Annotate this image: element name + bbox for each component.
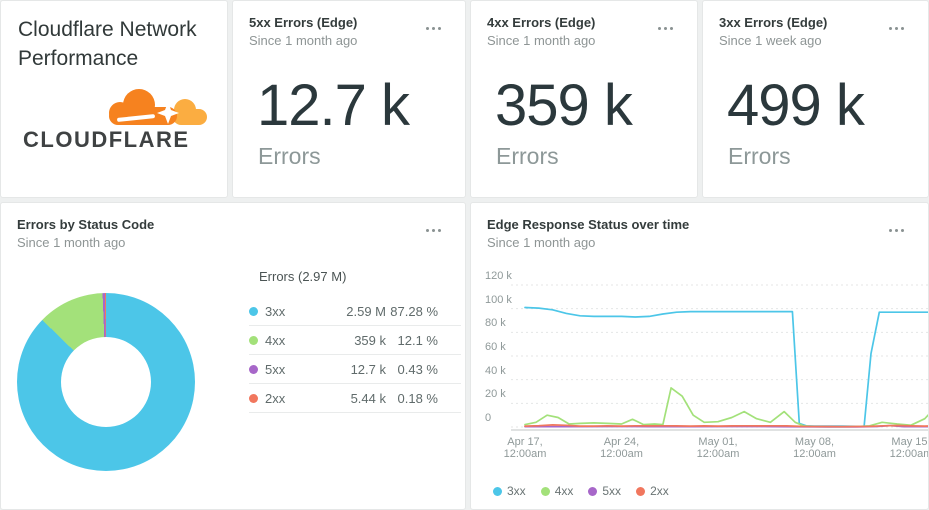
card-title: 3xx Errors (Edge): [719, 15, 828, 30]
cloudflare-logo-graphic: CLOUDFLARE: [23, 89, 207, 152]
timeseries-chart-area: 120 k 100 k 80 k 60 k 40 k 20 k 0 Apr 17, 12:00…: [471, 203, 928, 509]
y-axis-tick-label: 20 k: [485, 388, 506, 401]
legend-swatch-icon: [493, 486, 502, 496]
card-timerange: Since 1 month ago: [487, 33, 596, 48]
y-axis-tick-label: 60 k: [485, 341, 506, 353]
donut-legend-row-3xx[interactable]: 3xx 2.59 M 87.28 %: [249, 297, 461, 326]
donut-legend-header: Errors (2.97 M): [259, 269, 347, 284]
legend-label: 5xx: [602, 484, 622, 498]
card-title: 4xx Errors (Edge): [487, 15, 596, 30]
legend-item-4xx[interactable]: 4xx: [540, 484, 574, 498]
x-axis-tick-label: May 08, 12:00am: [793, 436, 836, 460]
card-5xx-errors: 5xx Errors (Edge) Since 1 month ago 12.7…: [232, 0, 466, 198]
billboard-unit: Errors: [258, 143, 321, 169]
legend-swatch-icon: [588, 486, 598, 496]
card-title: Errors by Status Code: [17, 217, 155, 232]
x-axis-tick-label: May 01, 12:00am: [696, 436, 740, 460]
card-cloudflare-header: Cloudflare Network Performance CLOUDFLAR…: [0, 0, 228, 198]
series-line-2xx: [524, 424, 928, 428]
card-4xx-errors: 4xx Errors (Edge) Since 1 month ago 359 …: [470, 0, 698, 198]
legend-percent: 87.28 %: [390, 303, 438, 319]
timeseries-svg: [511, 284, 928, 431]
legend-item-2xx[interactable]: 2xx: [636, 484, 669, 498]
billboard-unit: Errors: [496, 143, 559, 169]
legend-percent: 0.18 %: [397, 390, 438, 406]
billboard-value: 499 k: [727, 73, 865, 138]
y-axis-tick-label: 40 k: [485, 364, 506, 377]
donut-legend-table: 3xx 2.59 M 87.28 % 4xx 359 k 12.1 % 5xx 12.7 k 0…: [249, 297, 461, 413]
legend-label: 4xx: [265, 332, 286, 348]
donut-legend-row-4xx[interactable]: 4xx 359 k 12.1 %: [249, 326, 461, 355]
y-axis-tick-label: 100 k: [485, 293, 512, 306]
x-axis-tick-label: May 15, 12:00am: [889, 436, 929, 460]
card-timerange: Since 1 week ago: [719, 33, 822, 48]
legend-swatch-icon: [249, 364, 258, 374]
billboard-unit: Errors: [728, 143, 791, 169]
donut-chart[interactable]: [17, 293, 195, 471]
card-menu-ellipsis-icon[interactable]: [654, 23, 677, 34]
legend-label: 2xx: [265, 390, 286, 406]
x-axis-tick-label: Apr 24, 12:00am: [600, 436, 643, 460]
donut-legend-row-5xx[interactable]: 5xx 12.7 k 0.43 %: [249, 355, 461, 384]
cloudflare-wordmark: CLOUDFLARE: [23, 127, 190, 152]
card-errors-by-status-code: Errors by Status Code Since 1 month ago …: [0, 202, 466, 510]
legend-value: 2.59 M: [346, 303, 386, 319]
legend-percent: 0.43 %: [397, 361, 438, 377]
legend-label: 4xx: [554, 484, 574, 498]
legend-label: 5xx: [265, 361, 286, 377]
card-timerange: Since 1 month ago: [17, 235, 126, 250]
legend-swatch-icon: [540, 486, 550, 496]
card-menu-ellipsis-icon[interactable]: [885, 23, 908, 34]
legend-value: 5.44 k: [350, 390, 386, 406]
x-axis-tick-label: Apr 17, 12:00am: [503, 436, 547, 460]
card-3xx-errors: 3xx Errors (Edge) Since 1 week ago 499 k…: [702, 0, 929, 198]
legend-swatch-icon: [249, 306, 258, 316]
legend-swatch-icon: [249, 393, 258, 403]
legend-label: 3xx: [265, 303, 286, 319]
timeseries-legend: 3xx 4xx 5xx 2xx: [493, 484, 669, 498]
legend-value: 359 k: [354, 332, 386, 348]
legend-swatch-icon: [249, 335, 258, 345]
legend-value: 12.7 k: [350, 361, 386, 377]
card-menu-ellipsis-icon[interactable]: [422, 225, 445, 236]
billboard-value: 359 k: [495, 73, 633, 138]
card-title: Edge Response Status over time: [487, 217, 690, 232]
legend-label: 2xx: [650, 484, 669, 498]
card-timerange: Since 1 month ago: [487, 235, 596, 250]
card-edge-response-status: Edge Response Status over time Since 1 m…: [470, 202, 929, 510]
card-menu-ellipsis-icon[interactable]: [885, 225, 908, 236]
card-title: 5xx Errors (Edge): [249, 15, 358, 30]
legend-percent: 12.1 %: [397, 332, 438, 348]
billboard-value: 12.7 k: [257, 73, 410, 138]
page-title: Cloudflare Network Performance: [18, 18, 197, 70]
cloudflare-logo: CLOUDFLARE: [17, 83, 215, 157]
y-axis-tick-label: 0: [485, 412, 492, 424]
card-timerange: Since 1 month ago: [249, 33, 358, 48]
legend-swatch-icon: [636, 486, 646, 496]
legend-item-5xx[interactable]: 5xx: [588, 484, 621, 498]
legend-item-3xx[interactable]: 3xx: [493, 484, 526, 498]
y-axis-tick-label: 120 k: [485, 270, 512, 282]
legend-label: 3xx: [507, 484, 526, 498]
card-menu-ellipsis-icon[interactable]: [422, 23, 445, 34]
y-axis-tick-label: 80 k: [485, 317, 506, 330]
donut-legend-row-2xx[interactable]: 2xx 5.44 k 0.18 %: [249, 384, 461, 413]
series-line-3xx: [524, 306, 928, 428]
